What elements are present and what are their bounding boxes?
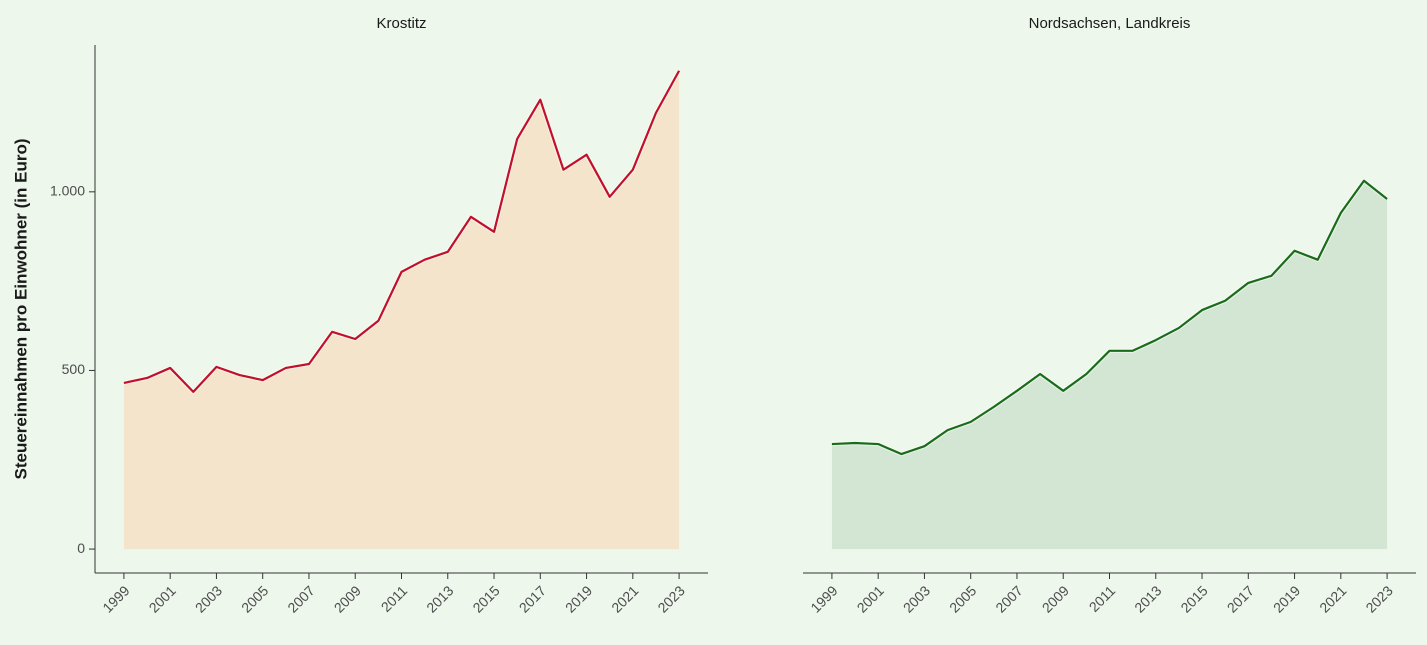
- y-tick-label: 500: [62, 361, 86, 377]
- y-tick-label: 1.000: [50, 183, 85, 199]
- panel-title: Nordsachsen, Landkreis: [1029, 15, 1191, 32]
- line: [831, 179, 1388, 456]
- area: [831, 180, 1388, 550]
- line: [123, 70, 681, 393]
- y-axis-label: Steuereinnahmen pro Einwohner (in Euro): [11, 139, 30, 480]
- area: [123, 70, 680, 550]
- y-tick-label: 0: [77, 540, 85, 556]
- panel-title: Krostitz: [376, 15, 426, 32]
